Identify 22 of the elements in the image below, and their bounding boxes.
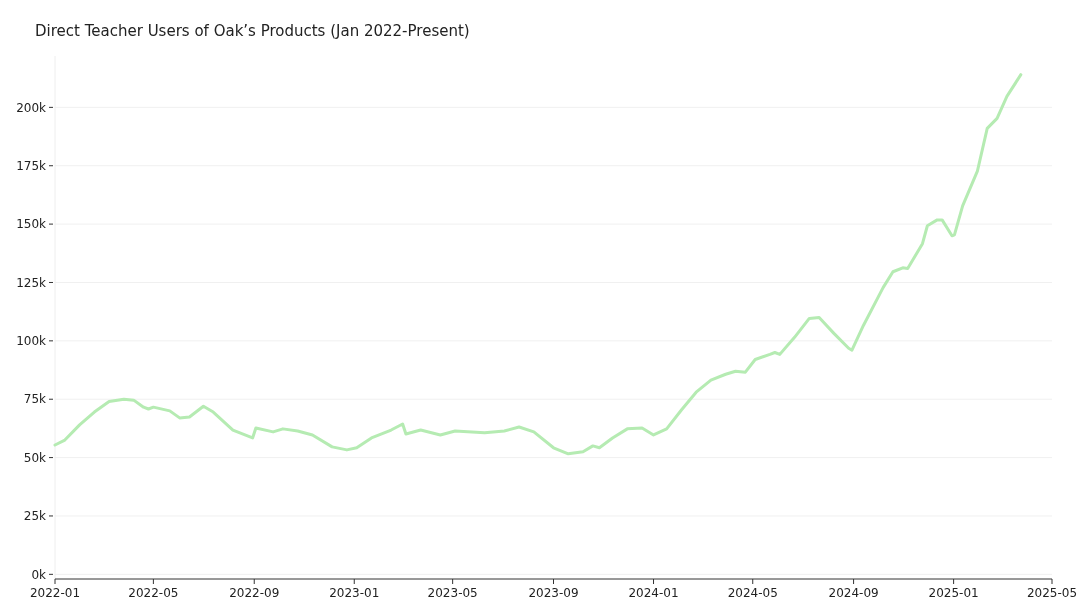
x-tick-label: 2023-09 — [528, 586, 579, 600]
y-tick-label: 25k — [23, 509, 47, 524]
y-tick-label: 0k — [31, 567, 47, 582]
y-tick-label: 200k — [16, 100, 47, 115]
y-tick-label: 150k — [16, 217, 47, 232]
x-tick-label: 2024-05 — [727, 586, 778, 600]
y-tick-label: 175k — [16, 158, 47, 173]
x-tick-label: 2023-01 — [329, 586, 380, 600]
x-tick-label: 2023-05 — [427, 586, 478, 600]
x-tick-label: 2022-01 — [29, 586, 81, 600]
x-tick-label: 2025-01 — [928, 586, 979, 600]
y-tick-label: 75k — [23, 392, 47, 407]
x-tick-label: 2022-09 — [229, 586, 280, 600]
y-tick-label: 50k — [23, 450, 47, 465]
y-tick-label: 125k — [16, 275, 47, 290]
x-tick-label: 2025-05 — [1026, 586, 1078, 600]
chart-title: Direct Teacher Users of Oak’s Products (Jan 2022-Present) — [35, 22, 470, 40]
y-tick-label: 100k — [16, 334, 47, 349]
x-tick-label: 2024-01 — [628, 586, 679, 600]
line-series — [53, 73, 1023, 456]
x-tick-label: 2022-05 — [128, 586, 179, 600]
x-tick-label: 2024-09 — [828, 586, 879, 600]
